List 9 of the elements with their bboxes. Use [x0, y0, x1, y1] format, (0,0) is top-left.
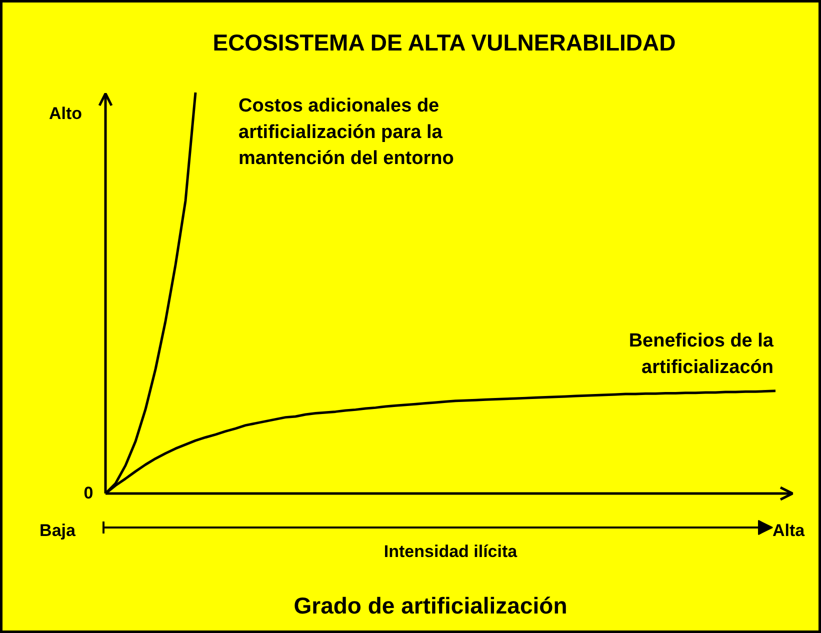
text: Alto: [48, 104, 82, 123]
series-label: Beneficios de la artificializacón: [628, 330, 774, 378]
text: Baja: [40, 521, 76, 540]
text: Costos adicionales de artificialización para la mantención del entorno: [238, 96, 454, 169]
chart-title: ECOSISTEMA DE ALTA VULNERABILIDAD: [212, 30, 676, 56]
text: 0: [84, 484, 94, 502]
text: Alta: [772, 521, 806, 540]
text: Intensidad ilícita: [384, 542, 518, 561]
x-axis-title: Grado de artificialización: [294, 592, 568, 618]
